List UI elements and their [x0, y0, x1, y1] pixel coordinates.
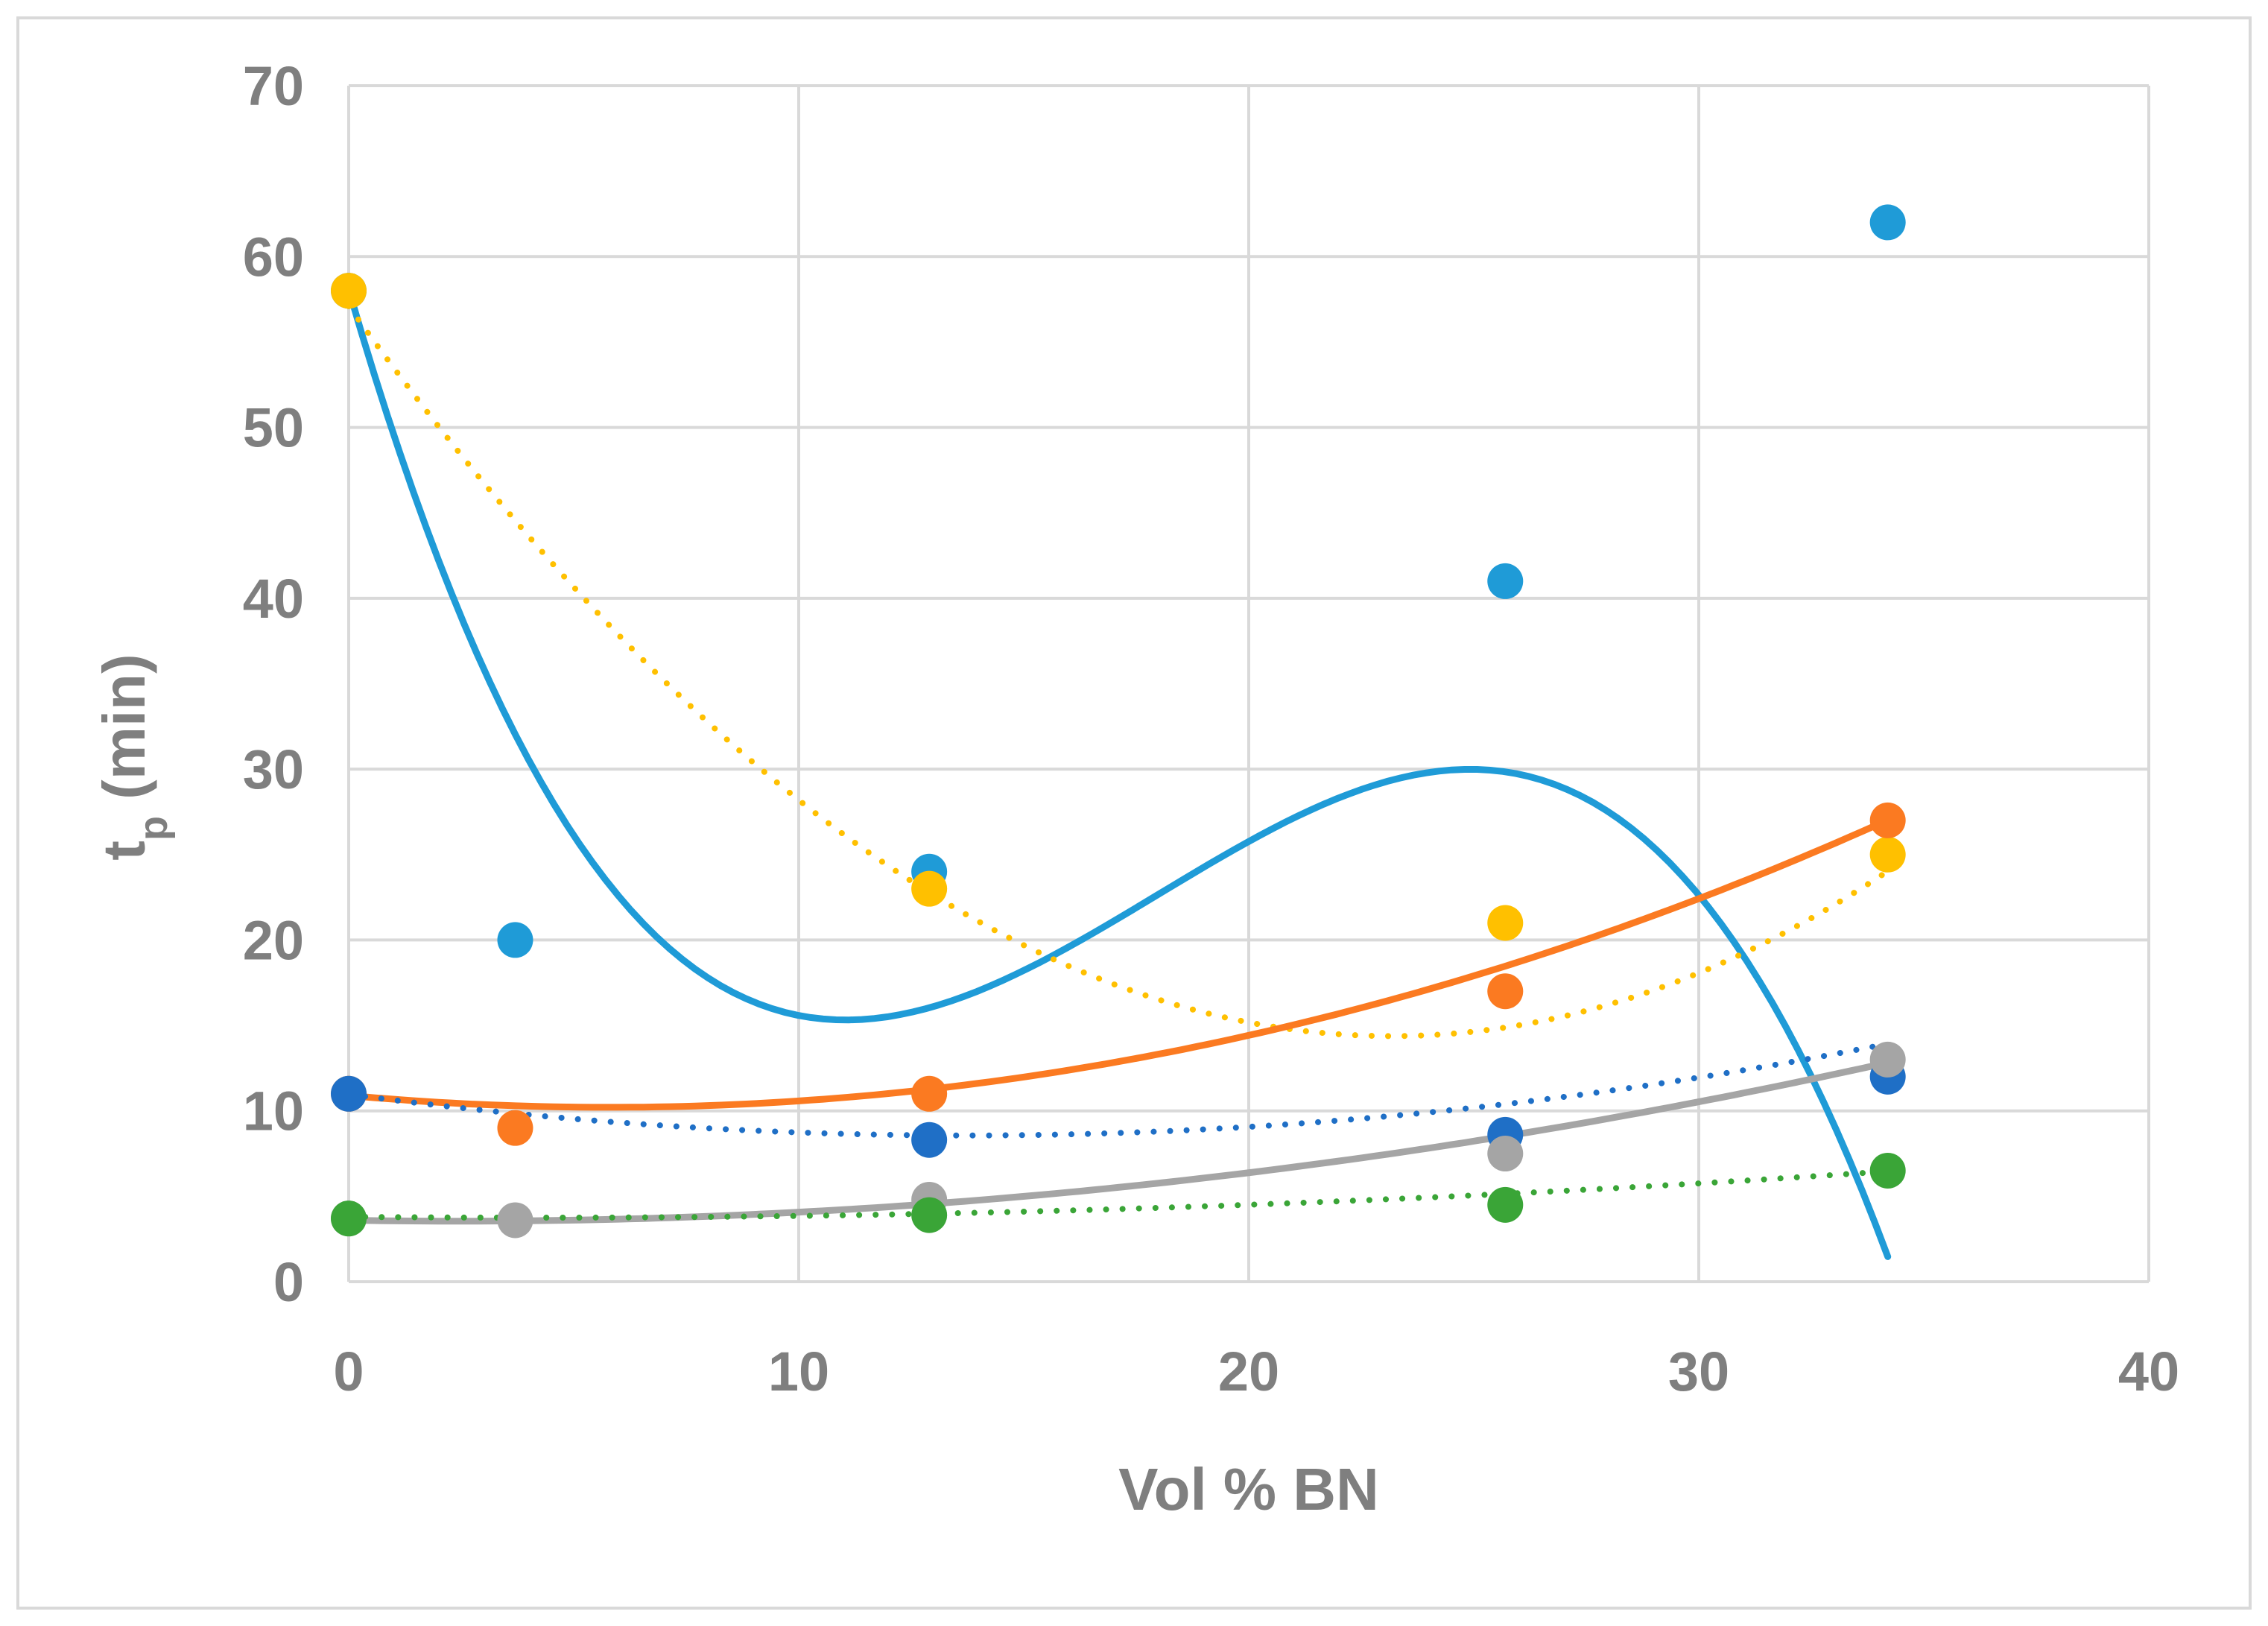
x-tick-label: 30 — [1668, 1341, 1729, 1402]
data-point — [911, 1122, 948, 1158]
trendline — [346, 1168, 1891, 1221]
data-point — [911, 1197, 948, 1233]
data-point — [1487, 1136, 1524, 1172]
data-point — [497, 922, 533, 958]
grid-lines — [347, 84, 2150, 1283]
trendlines — [345, 285, 1892, 1260]
y-tick-label: 0 — [273, 1251, 304, 1313]
data-point — [497, 1110, 533, 1146]
trendline — [345, 285, 1892, 1260]
x-axis-title: Vol % BN — [1118, 1456, 1379, 1522]
data-point — [1869, 1041, 1906, 1078]
trendline — [346, 303, 1891, 1040]
y-tick-label: 20 — [243, 909, 304, 971]
data-point — [1487, 973, 1524, 1010]
data-point — [331, 273, 367, 309]
y-axis-title-main: t — [91, 841, 157, 861]
x-tick-label: 10 — [768, 1341, 829, 1402]
data-point — [1869, 836, 1906, 873]
data-point — [497, 1202, 533, 1239]
tick-labels: 0 10 20 30 40 50 60 70 0 10 20 30 40 — [243, 55, 2179, 1402]
y-tick-label: 10 — [243, 1081, 304, 1142]
data-point — [1869, 1152, 1906, 1189]
x-tick-label: 40 — [2118, 1341, 2179, 1402]
y-axis-title-subscript: p — [131, 816, 176, 841]
data-point — [1487, 905, 1524, 941]
y-tick-label: 30 — [243, 738, 304, 800]
data-points — [331, 204, 1906, 1239]
data-point — [911, 1075, 948, 1112]
y-axis-title: tp (min) — [91, 654, 176, 860]
trendline — [346, 1040, 1891, 1139]
data-point — [1869, 802, 1906, 838]
x-tick-label: 20 — [1218, 1341, 1279, 1402]
y-tick-label: 50 — [243, 397, 304, 459]
y-tick-label: 70 — [243, 55, 304, 117]
x-tick-label: 0 — [333, 1341, 364, 1402]
trendline — [345, 1059, 1892, 1225]
trendline — [345, 817, 1892, 1111]
y-tick-label: 40 — [243, 568, 304, 630]
data-point — [1869, 204, 1906, 241]
y-tick-label: 60 — [243, 226, 304, 288]
data-point — [1487, 1186, 1524, 1223]
data-point — [1487, 563, 1524, 599]
data-point — [331, 1200, 367, 1237]
y-axis-title-unit: (min) — [91, 654, 157, 816]
data-point — [911, 870, 948, 907]
data-point — [331, 1075, 367, 1112]
